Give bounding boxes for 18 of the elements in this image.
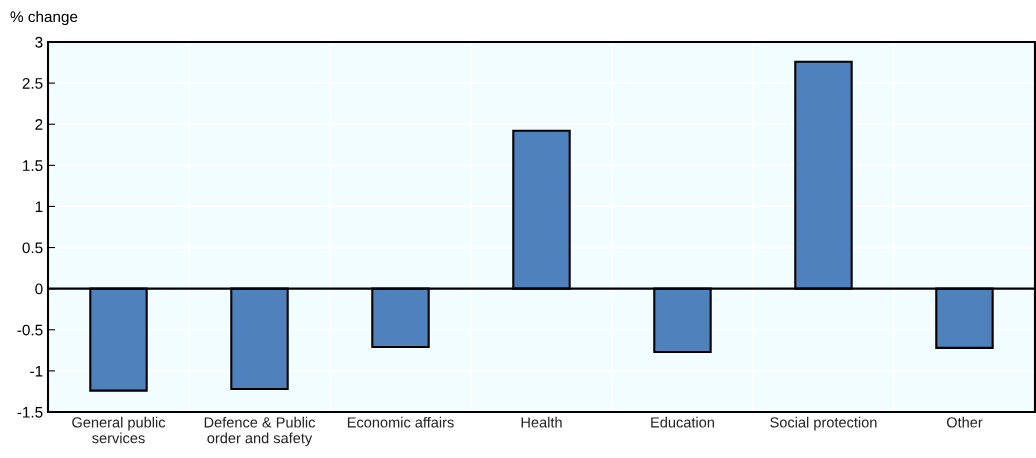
y-tick-label: 3 (35, 36, 43, 48)
y-tick-label: 2 (35, 119, 43, 130)
y-tick-label: 1 (35, 201, 43, 212)
x-tick-label: Other (946, 416, 983, 428)
y-tick-label: 2.5 (22, 77, 43, 89)
y-tick-label: -1.5 (17, 407, 43, 418)
y-tick-label: 0.5 (22, 242, 43, 254)
x-tick-label: Education (651, 416, 714, 428)
y-tick-label: -0.5 (17, 324, 43, 336)
x-tick-label: Economic affairs (347, 416, 454, 428)
y-axis-title: % change (10, 10, 78, 26)
x-tick-label: General public services (72, 416, 166, 444)
y-tick-label: -1 (30, 365, 43, 377)
y-tick-label: 1.5 (23, 160, 43, 172)
x-tick-label: Social protection (770, 416, 877, 431)
y-tick-label: 0 (35, 283, 43, 295)
x-tick-label: Health (521, 416, 562, 428)
x-tick-label: Defence & Public order and safety (204, 416, 316, 447)
